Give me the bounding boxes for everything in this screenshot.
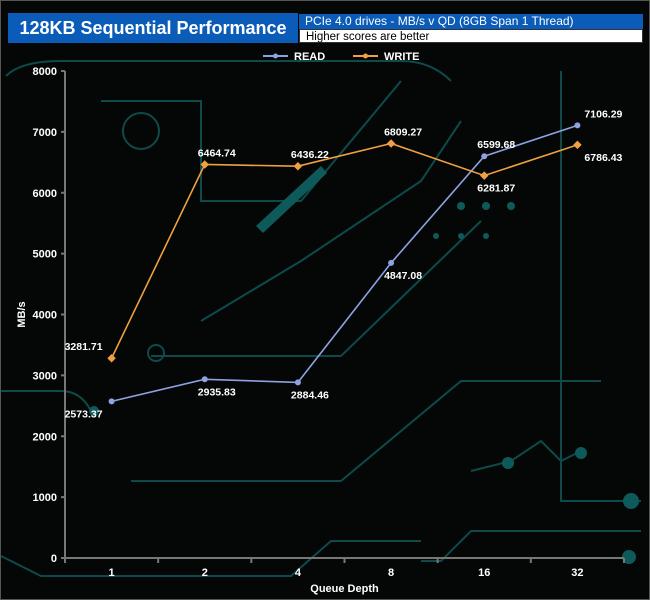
data-label: 2935.83	[198, 386, 236, 398]
y-axis-label: MB/s	[16, 301, 28, 327]
data-point-read	[201, 376, 208, 383]
data-label: 3281.71	[65, 341, 103, 353]
data-label: 6786.43	[584, 152, 622, 164]
y-tick-label: 6000	[33, 188, 57, 200]
data-point-write	[386, 139, 396, 148]
data-point-write	[480, 171, 489, 180]
data-label: 2573.37	[65, 408, 103, 420]
y-tick-label: 2000	[33, 431, 57, 443]
x-tick-label: 16	[478, 567, 490, 579]
x-axis-label: Queue Depth	[310, 583, 379, 595]
data-point-read	[574, 122, 581, 129]
data-point-write	[107, 353, 116, 363]
data-point-write	[573, 140, 582, 150]
y-tick-label: 7000	[33, 127, 57, 139]
x-tick-label: 8	[388, 567, 394, 579]
data-label: 6281.87	[477, 183, 515, 195]
data-label: 6809.27	[384, 126, 422, 138]
x-tick-label: 4	[295, 567, 302, 579]
x-tick-label: 32	[571, 567, 583, 579]
legend-label-write: WRITE	[384, 51, 419, 63]
y-tick-label: 5000	[33, 249, 57, 261]
legend-marker-read	[273, 53, 278, 59]
data-point-read	[388, 259, 395, 266]
y-tick-label: 8000	[33, 66, 57, 78]
data-label: 6599.68	[477, 139, 515, 151]
y-tick-label: 4000	[33, 310, 57, 322]
data-point-read	[294, 379, 301, 386]
y-tick-label: 3000	[33, 370, 57, 382]
data-label: 4847.08	[384, 270, 422, 282]
x-tick-label: 2	[202, 567, 208, 579]
chart-subtitle: PCIe 4.0 drives - MB/s v QD (8GB Span 1 …	[299, 14, 643, 29]
legend-marker-write	[363, 53, 368, 59]
data-point-read	[481, 153, 488, 160]
series-line-write	[110, 142, 578, 359]
chart-title: 128KB Sequential Performance	[8, 13, 298, 43]
data-label: 7106.29	[584, 108, 622, 120]
data-label: 6464.74	[198, 147, 236, 159]
data-point-read	[108, 398, 115, 405]
data-label: 6436.22	[291, 149, 329, 161]
y-tick-label: 1000	[33, 492, 57, 504]
series-line-read	[111, 124, 578, 403]
data-point-write	[200, 160, 209, 169]
data-label: 2884.46	[291, 389, 329, 401]
chart-note: Higher scores are better	[299, 29, 643, 43]
data-point-write	[293, 161, 303, 171]
legend-label-read: READ	[294, 51, 325, 63]
x-tick-label: 1	[109, 567, 115, 579]
y-tick-label: 0	[51, 553, 57, 565]
